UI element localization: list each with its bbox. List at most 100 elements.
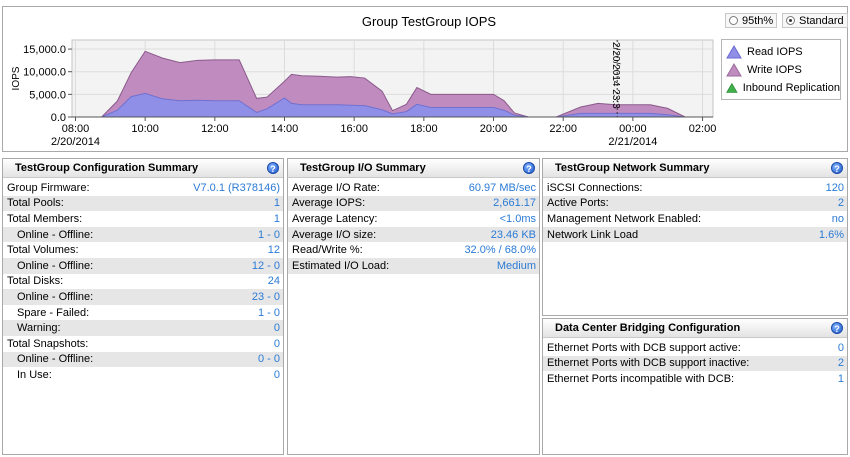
- legend-item-replication: Inbound Replication: [726, 79, 840, 97]
- row-value: 12 - 0: [251, 259, 280, 272]
- legend-item-write: Write IOPS: [726, 61, 840, 79]
- line-write-iops: [101, 50, 686, 118]
- summary-row: Total Disks: 24: [3, 274, 283, 290]
- summary-row: iSCSI Connections: 120: [543, 180, 847, 196]
- iops-chart-panel: Group TestGroup IOPS 08:00 2/20/2014 10:00 1…: [2, 6, 848, 152]
- radio-95th-indicator[interactable]: [729, 16, 738, 25]
- radio-standard-indicator[interactable]: [786, 16, 795, 25]
- row-label: Active Ports:: [547, 197, 609, 210]
- row-value: V7.0.1 (R378146): [193, 181, 280, 194]
- row-label: Online - Offline:: [17, 259, 94, 272]
- row-label: Management Network Enabled:: [547, 212, 702, 225]
- io-summary-panel: TestGroup I/O Summary ? Average I/O Rate…: [287, 158, 540, 455]
- row-value: <1.0ms: [499, 212, 536, 225]
- summary-row: Average Latency: <1.0ms: [288, 211, 539, 227]
- y-tick-label: 10,000.0: [23, 67, 66, 79]
- network-summary-title: TestGroup Network Summary: [555, 162, 710, 174]
- summary-row: Ethernet Ports with DCB support active: 0: [543, 340, 847, 356]
- row-value: 0 - 0: [257, 353, 280, 366]
- row-label: Total Pools:: [7, 197, 64, 210]
- radio-standard-label: Standard: [799, 14, 844, 27]
- x-tick-label: 00:00: [619, 123, 647, 135]
- radio-95th-box[interactable]: 95th%: [725, 13, 778, 28]
- x-tick-label: 16:00: [340, 123, 368, 135]
- row-label: Warning:: [17, 322, 61, 335]
- area-read-iops: [101, 93, 686, 117]
- row-label: Online - Offline:: [17, 290, 94, 303]
- row-label: Read/Write %:: [292, 244, 363, 257]
- row-value: 0: [273, 368, 280, 381]
- configuration-summary-panel: TestGroup Configuration Summary ? Group …: [2, 158, 284, 455]
- y-axis-label: IOPS: [11, 66, 22, 90]
- radio-standard[interactable]: Standard: [782, 13, 848, 28]
- row-label: Spare - Failed:: [17, 306, 90, 319]
- summary-row: Spare - Failed: 1 - 0: [3, 305, 283, 321]
- summary-row: Online - Offline: 12 - 0: [3, 257, 283, 274]
- row-label: Network Link Load: [547, 228, 639, 241]
- row-label: Total Snapshots:: [7, 337, 89, 350]
- y-tick-label: 15,000.0: [23, 44, 66, 56]
- summary-row: Active Ports: 2: [543, 195, 847, 212]
- summary-row: Group Firmware: V7.0.1 (R378146): [3, 180, 283, 196]
- dcb-configuration-panel: Data Center Bridging Configuration ? Eth…: [542, 318, 848, 455]
- row-label: Total Members:: [7, 212, 83, 225]
- x-tick-label: 08:00: [62, 123, 90, 135]
- triangle-write-icon: [726, 63, 742, 77]
- summary-row: Online - Offline: 0 - 0: [3, 351, 283, 368]
- summary-row: Total Snapshots: 0: [3, 336, 283, 352]
- triangle-replication-icon: [726, 82, 738, 93]
- row-value: 0: [273, 322, 280, 335]
- row-value: 1 - 0: [257, 228, 280, 241]
- row-value: 1: [837, 372, 844, 385]
- row-label: Ethernet Ports incompatible with DCB:: [547, 372, 735, 385]
- x-tick-label: 18:00: [410, 123, 438, 135]
- help-icon[interactable]: ?: [523, 162, 535, 174]
- summary-row: Total Volumes: 12: [3, 242, 283, 258]
- x-tick-label: 12:00: [201, 123, 229, 135]
- legend-label-read: Read IOPS: [747, 46, 803, 58]
- summary-row: Management Network Enabled: no: [543, 211, 847, 227]
- dcb-configuration-title: Data Center Bridging Configuration: [555, 322, 741, 334]
- help-icon[interactable]: ?: [267, 162, 279, 174]
- row-label: Total Disks:: [7, 275, 64, 288]
- y-tick-label: 5,000.0: [29, 89, 66, 101]
- chart-title: Group TestGroup IOPS: [362, 14, 496, 29]
- summary-row: Total Pools: 1: [3, 195, 283, 212]
- summary-row: Average IOPS: 2,661.17: [288, 195, 539, 212]
- time-marker-label: 2/20/2014 23:3: [610, 42, 621, 109]
- summary-row: Online - Offline: 23 - 0: [3, 289, 283, 305]
- row-label: Online - Offline:: [17, 353, 94, 366]
- io-summary-title: TestGroup I/O Summary: [300, 162, 426, 174]
- row-value: Medium: [496, 259, 536, 272]
- summary-row: Network Link Load 1.6%: [543, 226, 847, 243]
- help-icon[interactable]: ?: [831, 162, 843, 174]
- dcb-configuration-rows: Ethernet Ports with DCB support active: 0…: [543, 338, 847, 387]
- row-label: Ethernet Ports with DCB support active:: [547, 341, 741, 354]
- iops-chart: Group TestGroup IOPS 08:002/20/2014 10:00 1…: [11, 14, 716, 148]
- row-value: 1: [273, 212, 280, 225]
- help-icon[interactable]: ?: [831, 322, 843, 334]
- x-tick-label: 10:00: [131, 123, 159, 135]
- x-tick-label: 14:00: [271, 123, 299, 135]
- triangle-read-icon: [726, 45, 742, 59]
- summary-row: In Use: 0: [3, 367, 283, 383]
- row-label: Group Firmware:: [7, 181, 90, 194]
- summary-row: Ethernet Ports with DCB support inactive…: [543, 355, 847, 372]
- radio-95th[interactable]: 95th%: [725, 13, 778, 28]
- row-label: Average Latency:: [292, 212, 378, 225]
- radio-standard-box[interactable]: Standard: [782, 13, 848, 28]
- row-value: 120: [825, 181, 844, 194]
- row-label: Estimated I/O Load:: [292, 259, 390, 272]
- row-label: Ethernet Ports with DCB support inactive…: [547, 357, 750, 370]
- summary-row: Average I/O Rate: 60.97 MB/sec: [288, 180, 539, 196]
- row-label: Online - Offline:: [17, 228, 94, 241]
- radio-95th-label: 95th%: [742, 14, 774, 27]
- row-value: no: [831, 212, 844, 225]
- x-tick-date-label: 2/21/2014: [608, 136, 657, 148]
- x-tick-label: 22:00: [549, 123, 577, 135]
- row-value: 2: [837, 197, 844, 210]
- row-value: 2,661.17: [493, 197, 536, 210]
- configuration-summary-rows: Group Firmware: V7.0.1 (R378146) Total Poo…: [3, 178, 283, 383]
- row-value: 1 - 0: [257, 306, 280, 319]
- io-summary-header: TestGroup I/O Summary ?: [288, 159, 539, 178]
